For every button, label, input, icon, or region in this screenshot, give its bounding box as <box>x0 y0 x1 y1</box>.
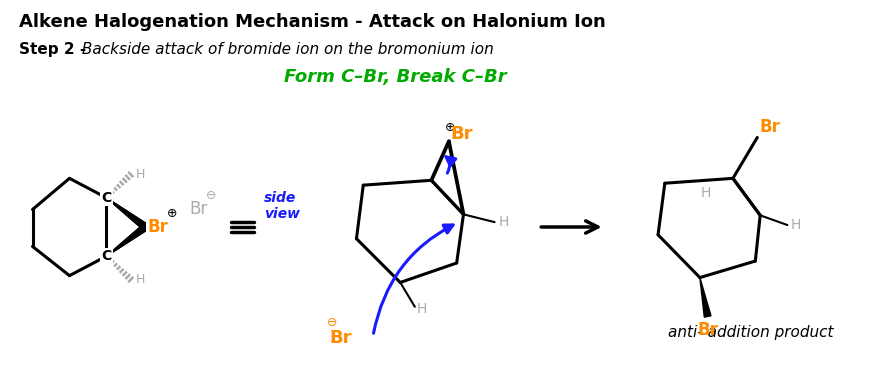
Text: view: view <box>264 207 300 221</box>
Text: C: C <box>101 191 111 205</box>
Text: ⊖: ⊖ <box>206 189 216 202</box>
Text: H: H <box>789 218 799 232</box>
Polygon shape <box>106 198 147 230</box>
Text: Br: Br <box>759 118 779 136</box>
Text: H: H <box>136 168 145 181</box>
Text: side: side <box>264 191 296 205</box>
Text: Step 2 -: Step 2 - <box>19 42 86 57</box>
Text: Br: Br <box>696 321 717 339</box>
Text: H: H <box>416 302 427 316</box>
FancyArrowPatch shape <box>446 157 455 173</box>
Text: H: H <box>700 186 710 200</box>
Text: ⊕: ⊕ <box>167 207 177 220</box>
Text: C: C <box>101 249 111 263</box>
Text: ⊕: ⊕ <box>444 121 454 134</box>
Text: Br: Br <box>450 125 473 143</box>
Polygon shape <box>106 224 147 256</box>
Text: Br: Br <box>328 329 351 347</box>
Text: ⊖: ⊖ <box>327 316 337 329</box>
FancyArrowPatch shape <box>373 225 453 333</box>
Text: Br: Br <box>189 201 207 219</box>
Text: Form C–Br, Break C–Br: Form C–Br, Break C–Br <box>283 68 506 86</box>
Text: H: H <box>136 273 145 286</box>
Text: anti- addition product: anti- addition product <box>667 325 833 340</box>
Polygon shape <box>106 198 147 230</box>
Polygon shape <box>699 278 710 317</box>
Text: Alkene Halogenation Mechanism - Attack on Halonium Ion: Alkene Halogenation Mechanism - Attack o… <box>19 13 605 31</box>
Text: Br: Br <box>147 218 168 236</box>
Text: Backside attack of bromide ion on the bromonium ion: Backside attack of bromide ion on the br… <box>77 42 494 57</box>
Text: H: H <box>498 215 508 229</box>
Polygon shape <box>106 224 147 256</box>
